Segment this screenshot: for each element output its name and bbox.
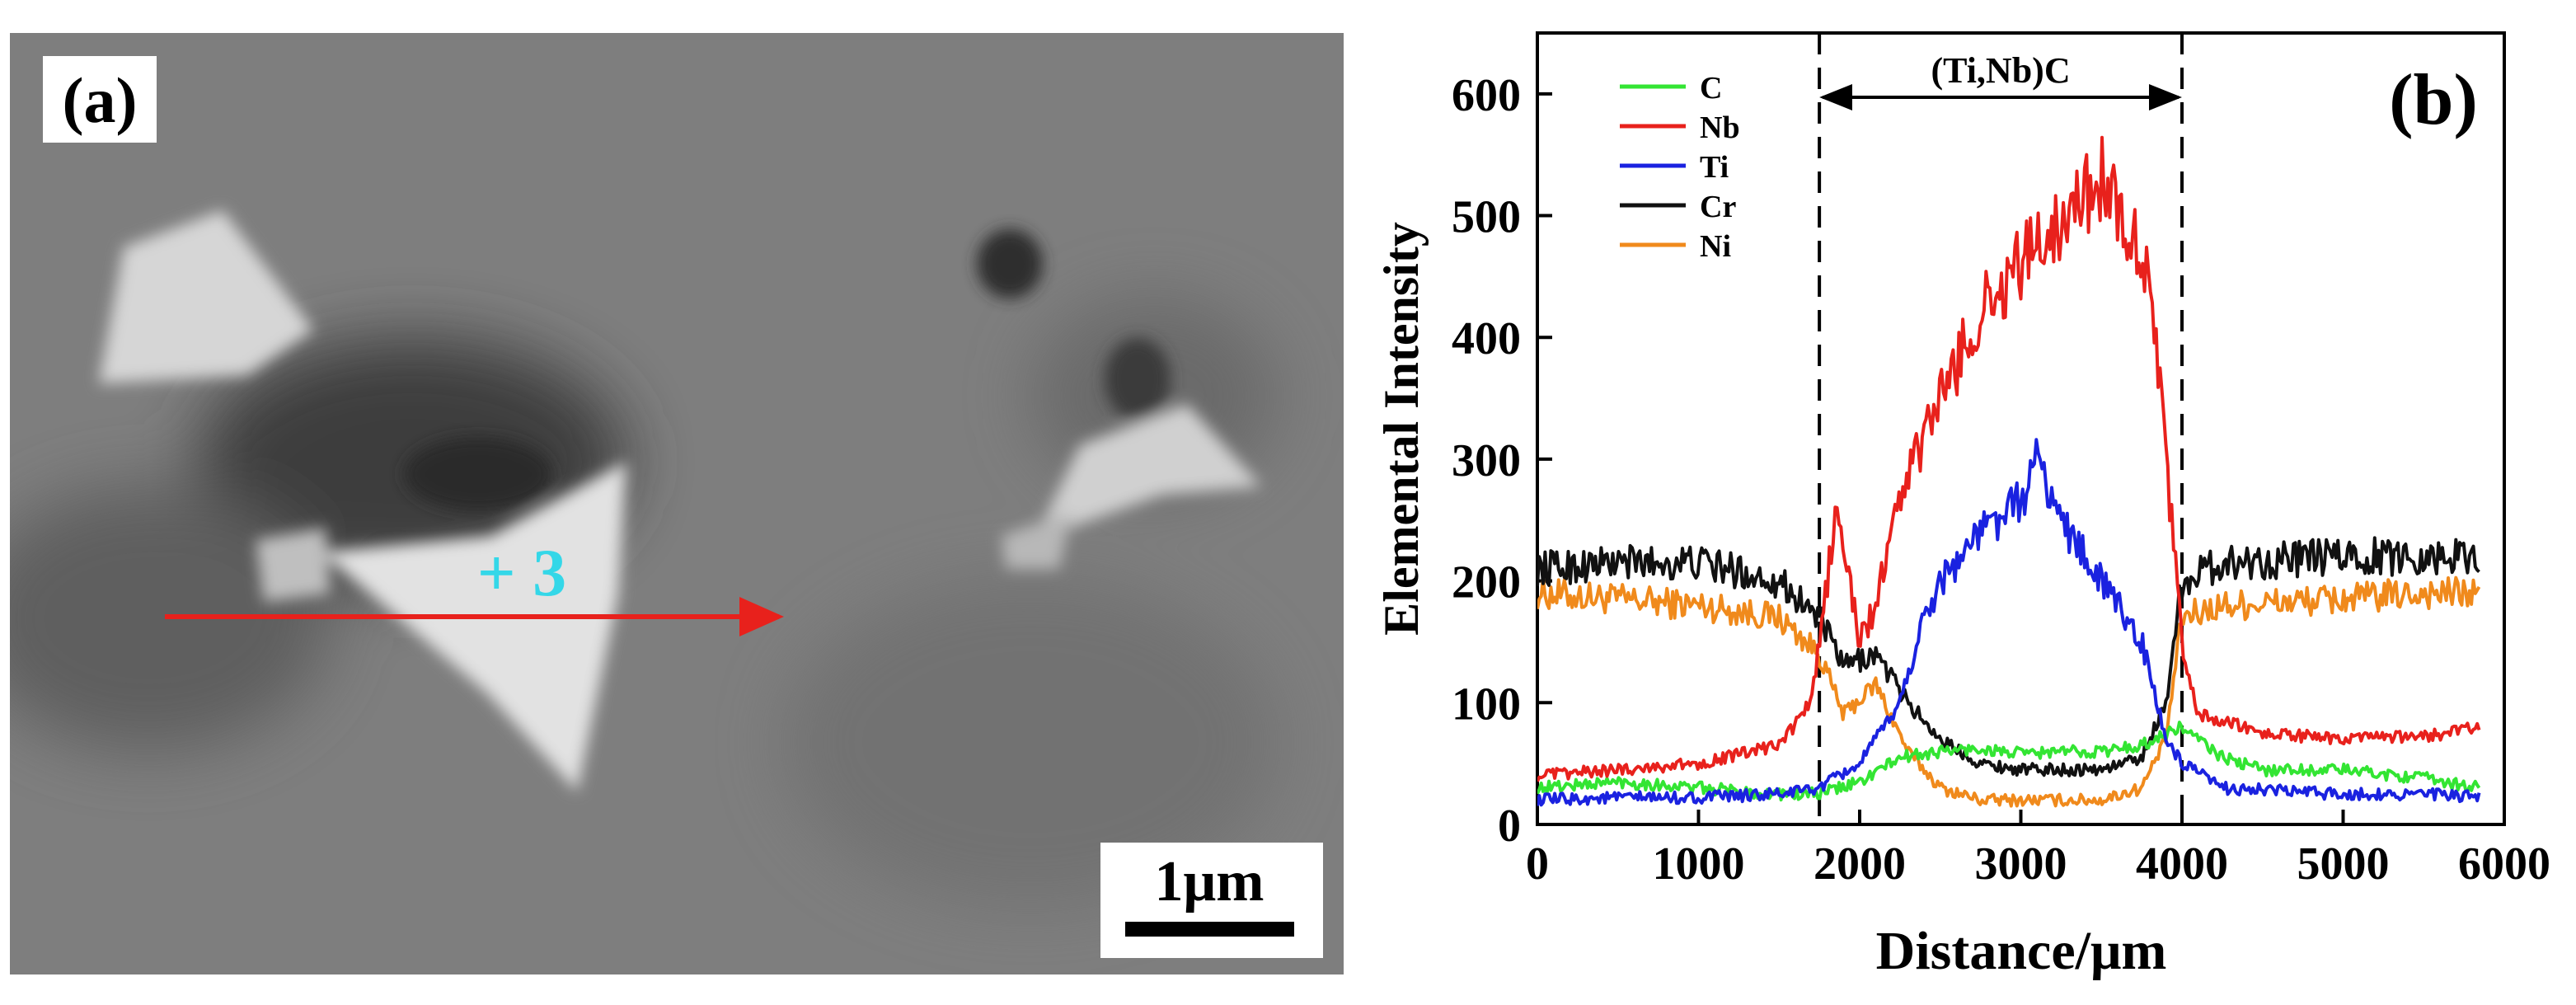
- panel-a-label-box: [43, 56, 157, 143]
- line-scan-chart: 0 100 200 300 400 500 600 0 1000 2000 3000 4000 500…: [1374, 31, 2550, 981]
- plot-frame: [1536, 31, 2506, 826]
- point-label: + 3: [477, 535, 566, 610]
- x-tick-label: 3000: [1975, 838, 2067, 890]
- series-line-nb: [1537, 135, 2481, 782]
- x-tick-label: 2000: [1814, 838, 1906, 890]
- y-tick-label: 0: [1498, 801, 1521, 852]
- legend-label-ni: Ni: [1700, 229, 1731, 264]
- x-tick-label: 1000: [1653, 838, 1745, 890]
- y-axis-title: Elemental Intensity: [1374, 222, 1429, 636]
- series-lines: [1537, 135, 2481, 808]
- x-axis: 0 1000 2000 3000 4000 5000 6000: [1526, 810, 2550, 890]
- x-tick-label: 6000: [2458, 838, 2550, 890]
- series-line-c: [1537, 721, 2481, 802]
- scale-bar-label: 1μm: [1155, 850, 1265, 913]
- series-line-ni: [1537, 575, 2481, 808]
- panel-b-label: (b): [2389, 60, 2478, 140]
- x-axis-title: Distance/μm: [1876, 921, 2167, 981]
- region-label: (Ti,Nb)C: [1931, 50, 2071, 91]
- legend: C Nb Ti Cr Ni: [1620, 71, 1740, 264]
- legend-label-cr: Cr: [1700, 190, 1736, 224]
- legend-label-c: C: [1700, 71, 1722, 106]
- series-line-cr: [1537, 536, 2480, 777]
- y-tick-label: 100: [1452, 679, 1521, 730]
- y-tick-label: 400: [1452, 313, 1521, 364]
- legend-label-ti: Ti: [1700, 150, 1729, 185]
- y-tick-label: 300: [1452, 435, 1521, 486]
- y-tick-label: 200: [1452, 557, 1521, 608]
- y-tick-label: 500: [1452, 192, 1521, 243]
- x-tick-label: 0: [1526, 838, 1549, 890]
- region-marker: (Ti,Nb)C: [1818, 33, 2184, 824]
- y-axis: 0 100 200 300 400 500 600: [1452, 70, 1552, 852]
- x-tick-label: 4000: [2136, 838, 2228, 890]
- sem-particles: [99, 210, 1261, 791]
- legend-label-nb: Nb: [1700, 110, 1740, 145]
- scale-bar: [1125, 922, 1294, 937]
- y-tick-label: 600: [1452, 70, 1521, 121]
- sem-micrograph-panel: (a) + 3 1μm: [10, 33, 1344, 974]
- x-tick-label: 5000: [2297, 838, 2390, 890]
- series-line-ti: [1537, 438, 2481, 807]
- scale-bar-box: [1100, 843, 1323, 958]
- panel-a-label: (a): [63, 64, 138, 136]
